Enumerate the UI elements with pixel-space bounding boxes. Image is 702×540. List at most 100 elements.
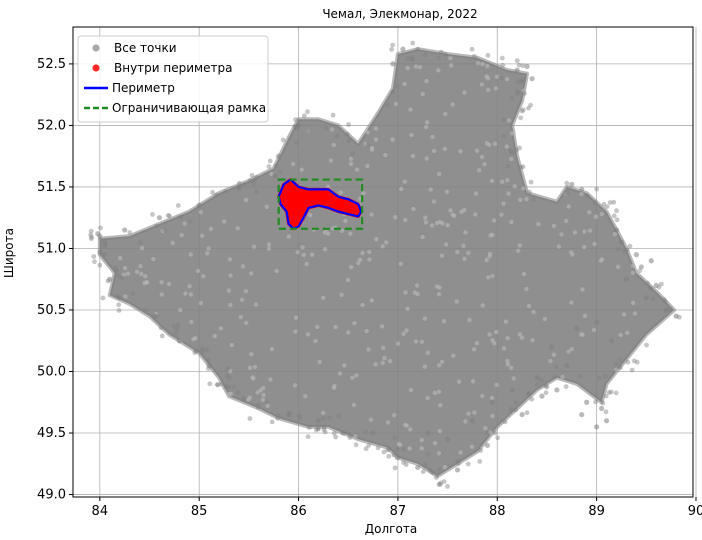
point: [226, 288, 232, 293]
point: [562, 191, 568, 197]
point: [490, 413, 495, 419]
point: [594, 186, 599, 192]
point: [269, 346, 275, 352]
point: [593, 399, 598, 405]
point: [114, 267, 119, 273]
point: [656, 284, 662, 290]
point: [487, 142, 492, 147]
point: [564, 218, 569, 224]
point: [504, 144, 509, 149]
point: [484, 257, 489, 263]
point: [315, 426, 321, 432]
point: [195, 268, 201, 274]
point: [366, 443, 372, 448]
point: [356, 260, 361, 266]
all-points-density: [97, 47, 677, 479]
point: [237, 186, 243, 192]
point: [442, 465, 448, 470]
point: [401, 331, 406, 336]
point: [286, 411, 292, 418]
point: [630, 270, 636, 275]
point: [520, 63, 526, 69]
point: [390, 61, 396, 67]
point: [519, 411, 525, 418]
point: [251, 181, 257, 187]
point: [611, 199, 617, 205]
point: [526, 303, 532, 309]
point: [231, 384, 237, 390]
point: [531, 309, 536, 315]
point: [508, 149, 514, 155]
point: [238, 315, 243, 320]
point: [471, 347, 477, 352]
point: [280, 137, 286, 143]
point: [408, 107, 413, 112]
point: [430, 469, 436, 475]
point: [661, 297, 667, 302]
point: [438, 403, 443, 408]
point: [643, 295, 649, 301]
point: [252, 177, 258, 183]
point: [370, 430, 376, 436]
point: [564, 362, 570, 368]
point: [206, 357, 211, 363]
legend-label: Внутри периметра: [114, 61, 232, 75]
plot-area: [88, 40, 682, 489]
point: [450, 212, 455, 217]
point: [97, 262, 103, 268]
point: [350, 151, 356, 156]
point: [492, 141, 498, 146]
point: [429, 223, 435, 228]
point: [241, 395, 247, 402]
point: [417, 65, 423, 70]
point: [584, 193, 590, 199]
point: [405, 306, 410, 311]
point: [386, 446, 392, 452]
point: [458, 450, 463, 455]
point: [333, 324, 338, 330]
point: [543, 383, 549, 389]
point: [437, 428, 442, 434]
point: [514, 147, 519, 153]
point: [122, 265, 128, 271]
point: [528, 102, 533, 108]
point: [346, 330, 351, 335]
point: [433, 475, 439, 480]
point: [390, 89, 396, 95]
point: [294, 140, 299, 146]
point: [625, 359, 631, 365]
point: [466, 250, 471, 256]
point: [469, 46, 475, 52]
point: [204, 347, 210, 352]
point: [450, 102, 455, 107]
point: [193, 348, 199, 354]
point: [504, 77, 510, 82]
point: [493, 86, 499, 91]
point: [423, 215, 428, 220]
point: [351, 402, 357, 408]
point: [254, 189, 259, 195]
y-tick-label: 52.0: [37, 118, 66, 133]
point: [477, 168, 482, 173]
point: [321, 410, 326, 416]
point: [235, 226, 240, 231]
point: [264, 399, 270, 404]
axis-ticks: 84 85 86 87 88 89 90 49.0 49.5 50.0 50.5 51.0 51.5 52…: [37, 57, 702, 519]
point: [254, 175, 259, 180]
point: [239, 297, 245, 302]
point: [226, 384, 232, 390]
point: [98, 225, 103, 231]
point: [556, 244, 562, 249]
point: [255, 405, 261, 410]
point: [373, 362, 378, 367]
point: [413, 64, 419, 69]
point: [307, 213, 313, 218]
point: [482, 162, 487, 167]
point: [530, 338, 535, 343]
point: [151, 256, 156, 262]
point: [514, 67, 520, 73]
point: [592, 241, 597, 247]
point: [278, 169, 283, 175]
point: [455, 458, 461, 464]
point: [426, 452, 431, 457]
